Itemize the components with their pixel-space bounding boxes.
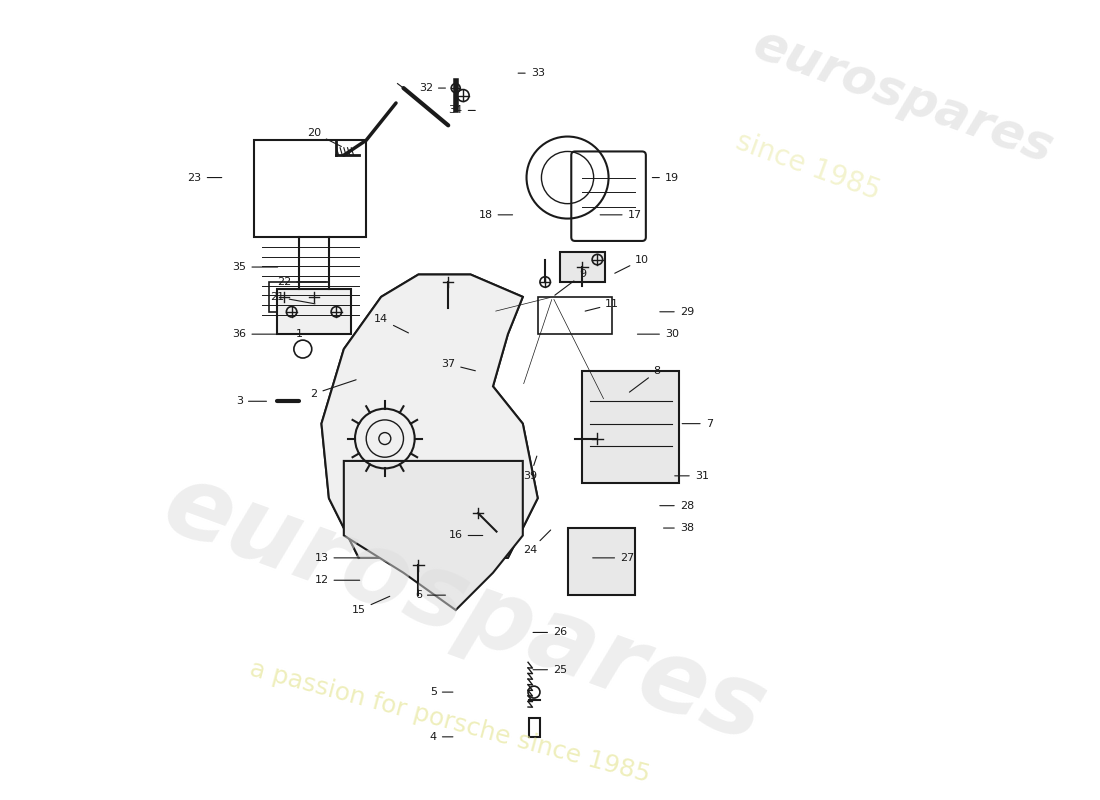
Text: 29: 29: [660, 306, 694, 317]
Bar: [277, 290, 351, 334]
Text: 37: 37: [441, 359, 475, 370]
Text: 26: 26: [534, 627, 568, 638]
Text: 20: 20: [307, 128, 341, 146]
Text: 10: 10: [615, 254, 649, 274]
Text: 1: 1: [296, 329, 341, 339]
Text: 13: 13: [315, 553, 360, 563]
Text: 18: 18: [478, 210, 513, 220]
Text: 30: 30: [637, 329, 679, 339]
Text: 38: 38: [663, 523, 694, 533]
Text: 28: 28: [660, 501, 694, 510]
Bar: [493, 479, 502, 483]
Text: 36: 36: [232, 329, 285, 339]
Text: 39: 39: [524, 456, 537, 481]
Bar: [448, 479, 458, 483]
Bar: [460, 479, 469, 483]
Text: 25: 25: [534, 665, 568, 674]
Bar: [560, 252, 605, 282]
Bar: [426, 479, 434, 483]
Text: 31: 31: [674, 471, 708, 481]
Text: since 1985: since 1985: [732, 128, 883, 206]
Polygon shape: [344, 461, 522, 610]
Bar: [568, 528, 635, 595]
Bar: [270, 282, 329, 312]
Bar: [529, 718, 540, 737]
Bar: [404, 479, 412, 483]
Text: 7: 7: [682, 418, 713, 429]
Text: eurospares: eurospares: [747, 19, 1060, 173]
Text: 33: 33: [518, 68, 544, 78]
Bar: [254, 140, 366, 238]
Text: 21: 21: [270, 292, 315, 304]
Text: 32: 32: [419, 83, 446, 93]
Bar: [437, 479, 446, 483]
Text: a passion for porsche since 1985: a passion for porsche since 1985: [246, 657, 652, 787]
Text: 9: 9: [554, 270, 586, 295]
Text: 35: 35: [232, 262, 277, 272]
Bar: [471, 479, 480, 483]
Text: 6: 6: [415, 590, 446, 600]
Text: 4: 4: [430, 732, 453, 742]
Text: 11: 11: [585, 299, 619, 311]
Bar: [415, 479, 424, 483]
Text: 17: 17: [601, 210, 641, 220]
Text: 23: 23: [188, 173, 222, 182]
Text: eurospares: eurospares: [150, 456, 778, 764]
Text: 8: 8: [629, 366, 661, 392]
Text: 22: 22: [277, 277, 326, 287]
Text: 2: 2: [310, 380, 356, 399]
Text: 19: 19: [652, 173, 679, 182]
Text: 34: 34: [449, 106, 475, 115]
Polygon shape: [583, 371, 680, 483]
Text: 16: 16: [449, 530, 483, 541]
Text: 14: 14: [374, 314, 408, 333]
Text: 3: 3: [235, 396, 266, 406]
Text: 12: 12: [315, 575, 360, 586]
Text: 27: 27: [593, 553, 635, 563]
Bar: [482, 479, 491, 483]
Text: 15: 15: [352, 596, 389, 615]
Polygon shape: [321, 274, 538, 558]
Text: 5: 5: [430, 687, 453, 697]
Bar: [538, 297, 613, 334]
Text: 24: 24: [524, 530, 551, 555]
Bar: [504, 479, 513, 483]
